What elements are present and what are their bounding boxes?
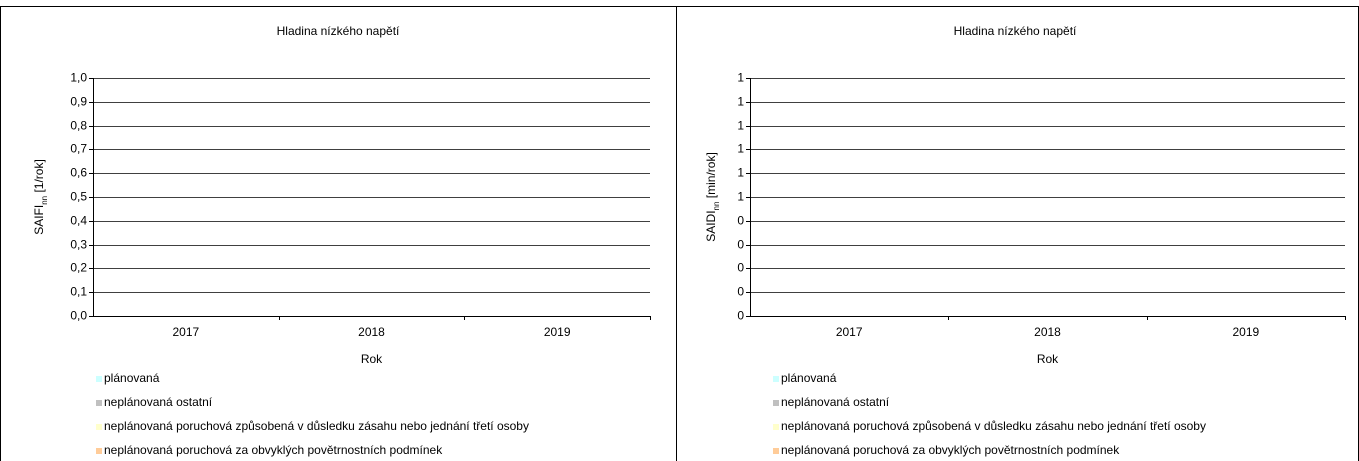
x-tick-label: 2019 [1232,325,1259,339]
y-axis-label-part: [1/rok] [32,159,46,196]
y-axis-label: SAIDInn [min/rok] [704,152,720,242]
legend-label: neplánovaná poruchová za obvyklých povět… [781,443,1120,457]
y-tick-label: 0,0 [70,309,87,323]
x-axis-label: Rok [361,352,383,366]
x-tick-label: 2018 [1034,325,1061,339]
y-tick-label: 1,0 [70,71,87,85]
y-tick-label: 0,3 [70,238,87,252]
y-axis-label-part: [min/rok] [704,152,718,201]
x-tick-label: 2017 [172,325,199,339]
chart-title: Hladina nízkého napětí [277,24,400,38]
y-axis-label-part: SAIFI [32,205,46,235]
legend-swatch [96,424,102,430]
legend-swatch [773,424,779,430]
legend-swatch [96,448,102,454]
legend-label: neplánovaná poruchová způsobená v důsled… [781,419,1206,433]
legend-swatch [773,400,779,406]
legend-label: neplánovaná ostatní [781,395,890,409]
y-tick-label: 0,8 [70,119,87,133]
y-tick-label: 0 [737,261,744,275]
y-axis-label: SAIFInn [1/rok] [32,159,48,235]
y-tick-label: 1 [737,95,744,109]
y-tick-label: 0,6 [70,166,87,180]
x-tick-label: 2019 [544,325,571,339]
y-tick-label: 0 [737,285,744,299]
x-axis-label: Rok [1037,352,1059,366]
y-axis-label-part: nn [40,196,49,205]
y-tick-label: 1 [737,142,744,156]
y-tick-label: 1 [737,166,744,180]
y-tick-label: 1 [737,190,744,204]
legend-label: neplánovaná ostatní [104,395,213,409]
y-tick-label: 0 [737,309,744,323]
legend-swatch [96,400,102,406]
y-tick-label: 0,2 [70,261,87,275]
x-tick-label: 2018 [358,325,385,339]
legend-swatch [96,376,102,382]
y-tick-label: 0 [737,238,744,252]
y-tick-label: 0,7 [70,142,87,156]
x-tick-label: 2017 [836,325,863,339]
y-tick-label: 1 [737,119,744,133]
y-axis-label-part: SAIDI [704,210,718,241]
legend-label: plánovaná [104,371,160,385]
chart-title: Hladina nízkého napětí [954,24,1077,38]
y-tick-label: 0,9 [70,95,87,109]
y-tick-label: 1 [737,71,744,85]
legend-label: neplánovaná poruchová způsobená v důsled… [104,419,529,433]
y-tick-label: 0,5 [70,190,87,204]
y-tick-label: 0,1 [70,285,87,299]
legend-label: neplánovaná poruchová za obvyklých povět… [104,443,443,457]
y-tick-label: 0 [737,214,744,228]
y-axis-label-part: nn [712,202,721,211]
legend-label: plánovaná [781,371,837,385]
legend-swatch [773,376,779,382]
legend-swatch [773,448,779,454]
y-tick-label: 0,4 [70,214,87,228]
